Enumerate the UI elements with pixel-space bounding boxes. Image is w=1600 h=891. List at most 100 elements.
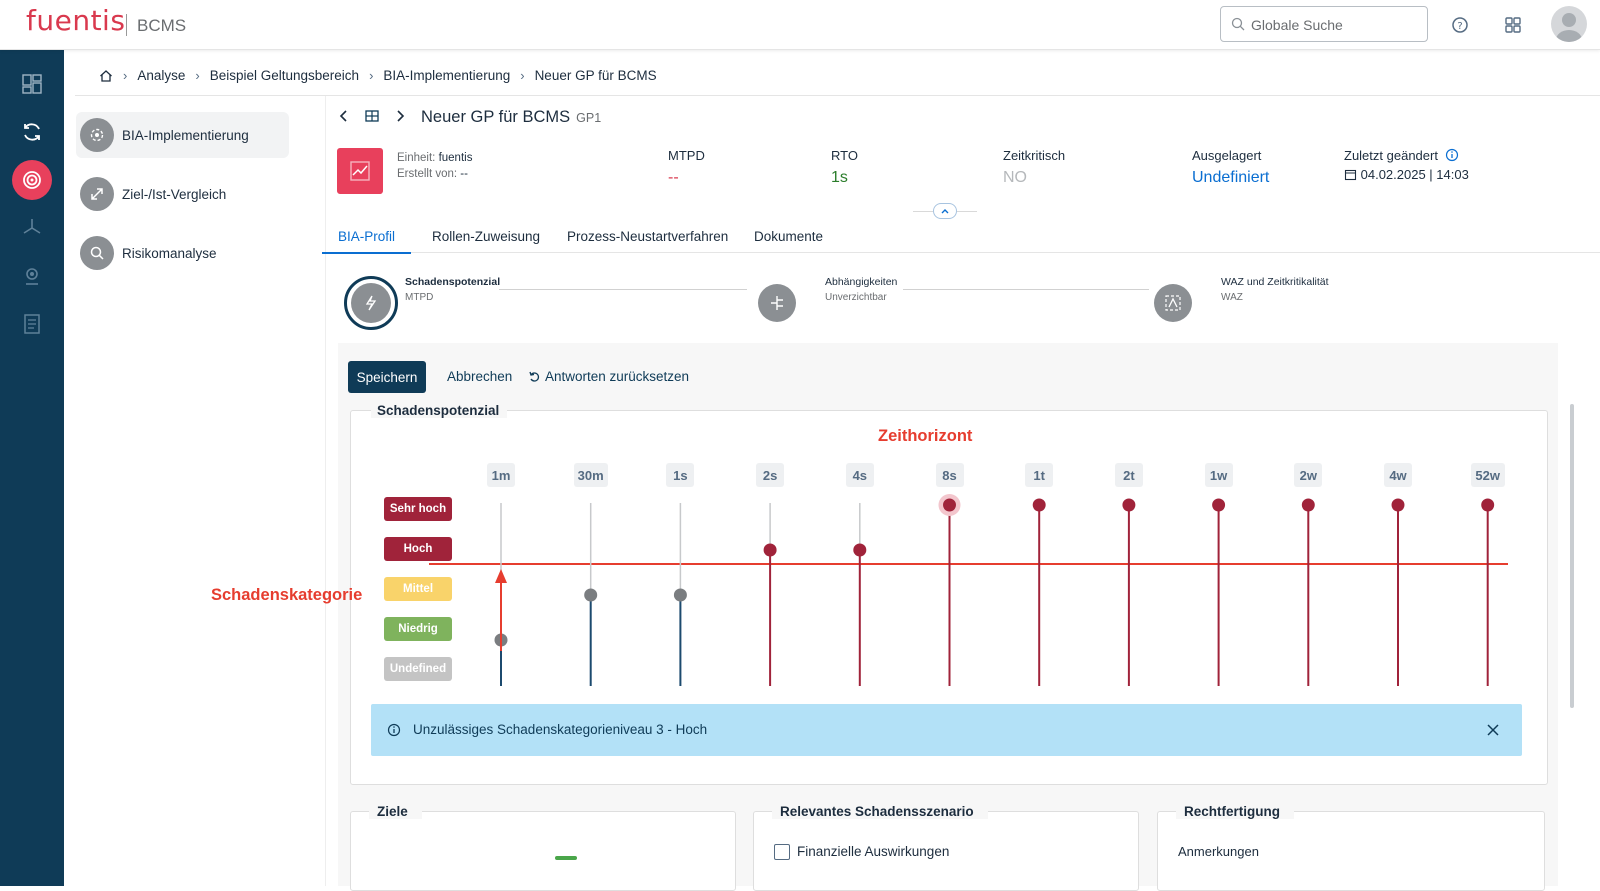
finanzielle-auswirkungen-checkbox[interactable] <box>774 844 790 860</box>
process-chart-icon <box>337 148 383 194</box>
erstellt-value: -- <box>460 168 468 180</box>
user-icon <box>1556 13 1582 42</box>
breadcrumb-item[interactable]: BIA-Implementierung <box>383 68 511 83</box>
cancel-button[interactable]: Abbrechen <box>447 369 513 384</box>
chevron-right-icon[interactable] <box>392 108 408 124</box>
ziele-box: Ziele <box>350 804 736 891</box>
left-rail <box>0 50 64 886</box>
subnav-label: Risikomanalyse <box>122 245 217 261</box>
rail-flow[interactable] <box>12 208 52 248</box>
collapse-header-button[interactable] <box>933 203 957 219</box>
avatar[interactable] <box>1551 6 1587 42</box>
chevron-right-icon: › <box>195 68 200 83</box>
reset-answers-button[interactable]: Antworten zurücksetzen <box>528 369 689 384</box>
target-icon <box>23 171 41 189</box>
kpi-label: Zuletzt geändert <box>1344 148 1469 163</box>
breadcrumb-item[interactable]: Beispiel Geltungsbereich <box>209 68 360 83</box>
category-mittel: Mittel <box>384 577 452 601</box>
time-label: 1w <box>1204 463 1233 487</box>
kpi-label-text: Zuletzt geändert <box>1344 148 1438 163</box>
calendar-icon <box>1344 169 1357 181</box>
chevron-left-icon[interactable] <box>336 108 352 124</box>
time-label: 1t <box>1025 463 1054 487</box>
tab-bia-profil[interactable]: BIA-Profil <box>322 229 412 254</box>
svg-text:?: ? <box>1457 21 1462 32</box>
value-handle <box>1301 498 1315 512</box>
einheit-value: fuentis <box>438 152 473 164</box>
kpi-rto: RTO 1s <box>831 148 858 187</box>
kpi-ausgelagert: Ausgelagert Undefiniert <box>1192 148 1269 187</box>
time-label: 2t <box>1114 463 1143 487</box>
breadcrumb-item[interactable]: Analyse <box>137 68 186 83</box>
object-meta: Einheit: fuentis Erstellt von: -- <box>397 150 472 182</box>
step-subtitle: Unverzichtbar <box>825 292 887 303</box>
step-schadenspotenzial[interactable] <box>344 276 398 330</box>
tab-dokumente[interactable]: Dokumente <box>754 229 824 244</box>
subnav-item-risiko[interactable]: Risikomanalyse <box>76 230 289 276</box>
value-handle <box>673 588 687 602</box>
warning-frame-icon <box>1165 295 1181 311</box>
rail-dashboard[interactable] <box>12 64 52 104</box>
step-abhaengigkeiten[interactable] <box>758 284 796 322</box>
save-button[interactable]: Speichern <box>348 361 426 393</box>
app-logo[interactable]: fuentis <box>26 4 126 37</box>
kpi-value: -- <box>668 169 679 186</box>
undo-icon <box>529 371 540 382</box>
page-title: Neuer GP für BCMS GP1 <box>421 108 601 127</box>
damage-matrix[interactable] <box>351 411 1549 786</box>
info-icon[interactable] <box>1445 148 1459 162</box>
global-search[interactable] <box>1220 6 1428 42</box>
step-subtitle: MTPD <box>405 292 434 303</box>
table-icon[interactable] <box>364 108 380 124</box>
tab-prozess-neustart[interactable]: Prozess-Neustartverfahren <box>567 229 729 244</box>
kpi-value[interactable]: Undefiniert <box>1192 169 1270 186</box>
kpi-value-row: 04.02.2025 | 14:03 <box>1344 167 1469 182</box>
home-icon[interactable] <box>99 69 113 83</box>
category-sehr-hoch: Sehr hoch <box>384 497 452 521</box>
annotation-zeithorizont: Zeithorizont <box>878 427 973 445</box>
scrollbar[interactable] <box>1570 404 1574 708</box>
kpi-label: MTPD <box>668 148 705 163</box>
box-title: Ziele <box>369 804 422 819</box>
value-handle <box>1212 498 1226 512</box>
annotation-schadenskategorie: Schadenskategorie <box>211 586 363 604</box>
step-title: Schadenspotenzial <box>405 276 501 288</box>
dashboard-icon <box>22 74 42 94</box>
subnav-item-vergleich[interactable]: Ziel-/Ist-Vergleich <box>76 171 289 217</box>
chevron-right-icon: › <box>520 68 525 83</box>
subnav-label: Ziel-/Ist-Vergleich <box>122 186 227 202</box>
object-id: GP1 <box>576 111 602 125</box>
form-panel: Speichern Abbrechen Antworten zurücksetz… <box>338 343 1558 891</box>
header-nav <box>336 108 408 124</box>
value-handle <box>1032 498 1046 512</box>
app-grid-icon[interactable] <box>1502 14 1524 36</box>
category-niedrig: Niedrig <box>384 617 452 641</box>
info-icon <box>387 723 401 737</box>
step-connector <box>903 289 1149 290</box>
rail-reports[interactable] <box>12 304 52 344</box>
error-message-strip: Unzulässiges Schadenskategorieniveau 3 -… <box>371 704 1522 756</box>
time-label: 4w <box>1384 463 1412 487</box>
close-icon[interactable] <box>1486 723 1500 737</box>
subnav-item-bia[interactable]: BIA-Implementierung <box>76 112 289 158</box>
value-handle <box>943 498 956 512</box>
tab-rollen-zuweisung[interactable]: Rollen-Zuweisung <box>432 229 541 244</box>
rail-analysis[interactable] <box>12 160 52 200</box>
time-label: 1m <box>487 463 515 487</box>
rail-sync[interactable] <box>12 112 52 152</box>
help-icon[interactable]: ? <box>1449 14 1471 36</box>
value-handle <box>853 543 867 557</box>
checkbox-label: Finanzielle Auswirkungen <box>797 844 950 859</box>
location-icon <box>26 268 38 285</box>
product-name: BCMS <box>137 16 187 35</box>
search-input[interactable] <box>1251 15 1421 35</box>
subnav-label: BIA-Implementierung <box>122 127 249 143</box>
flow-icon <box>23 219 41 234</box>
step-title: Abhängigkeiten <box>825 276 898 288</box>
time-label: 1s <box>666 463 695 487</box>
rail-location[interactable] <box>12 256 52 296</box>
step-waz[interactable] <box>1154 284 1192 322</box>
lightning-icon <box>351 283 391 323</box>
time-label: 30m <box>573 463 608 487</box>
box-title: Rechtfertigung <box>1176 804 1294 819</box>
